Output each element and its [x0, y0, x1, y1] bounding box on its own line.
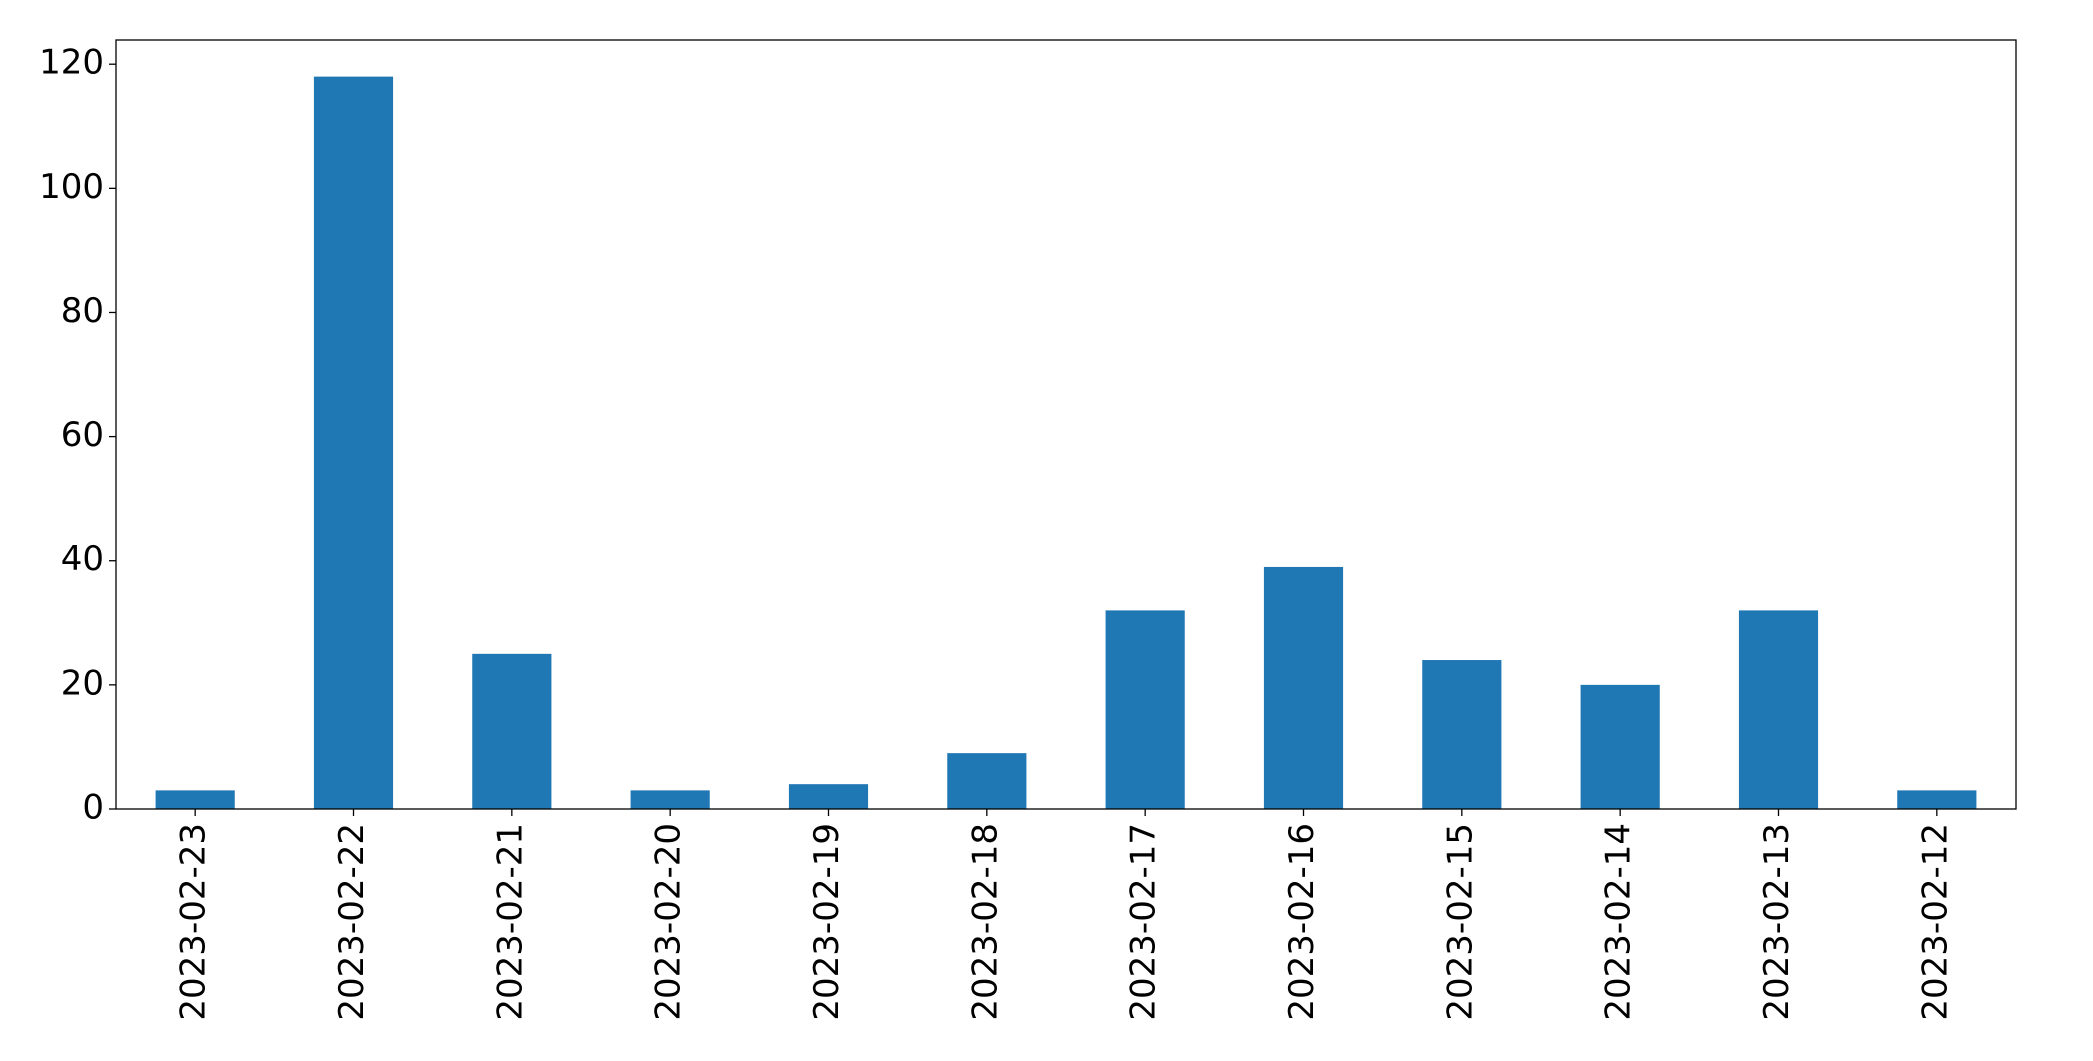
bar: [1738, 610, 1819, 809]
bar: [155, 790, 235, 809]
y-tick-label: 0: [82, 788, 104, 828]
bar: [630, 790, 710, 809]
x-tick-label: 2023-02-22: [332, 823, 372, 1021]
bar: [472, 653, 552, 809]
x-tick-label: 2023-02-19: [807, 823, 847, 1021]
y-tick-label: 40: [61, 539, 104, 579]
x-tick-label: 2023-02-21: [490, 823, 530, 1021]
x-tick-label: 2023-02-23: [174, 823, 214, 1021]
y-tick-label: 60: [61, 415, 104, 455]
bar: [1580, 684, 1660, 809]
bar: [313, 76, 394, 810]
y-tick-label: 20: [61, 663, 104, 703]
x-tick-label: 2023-02-14: [1599, 823, 1639, 1021]
x-tick-label: 2023-02-18: [965, 823, 1005, 1021]
bar: [1105, 610, 1185, 809]
bar: [788, 784, 869, 809]
x-tick-label: 2023-02-17: [1124, 823, 1164, 1021]
y-tick-label: 120: [39, 43, 104, 83]
x-tick-label: 2023-02-12: [1915, 823, 1955, 1021]
y-tick-label: 100: [39, 167, 104, 207]
bar: [947, 753, 1027, 809]
bar: [1263, 566, 1344, 809]
bar: [1422, 660, 1502, 809]
y-tick-label: 80: [61, 291, 104, 331]
plot-frame: [115, 39, 2017, 810]
x-tick-label: 2023-02-16: [1282, 823, 1322, 1021]
x-tick-label: 2023-02-20: [649, 823, 689, 1021]
x-tick-label: 2023-02-13: [1757, 823, 1797, 1021]
bar: [1897, 790, 1977, 809]
x-tick-label: 2023-02-15: [1440, 823, 1480, 1021]
